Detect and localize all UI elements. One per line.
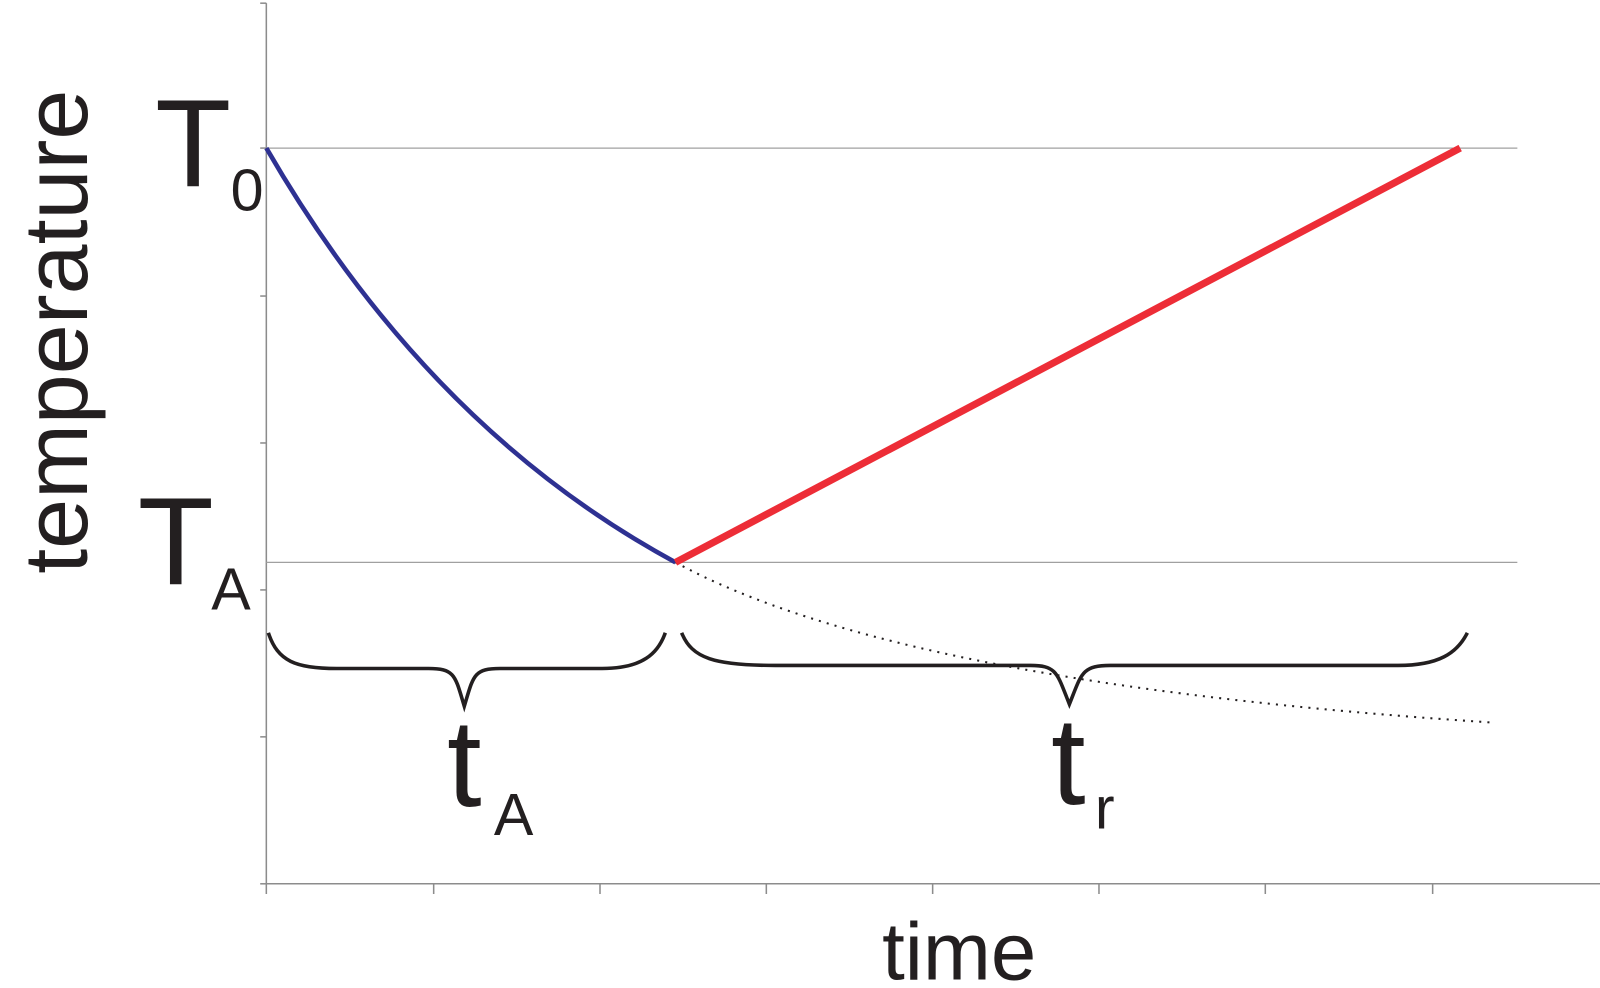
label-sub: A: [494, 781, 534, 848]
cooling-curve: [264, 146, 677, 565]
label-main: t: [1051, 692, 1086, 831]
label-sub: r: [1095, 775, 1115, 842]
x-axis-label: time: [882, 907, 1036, 988]
label-main: T: [138, 472, 214, 611]
label-sub: 0: [231, 156, 264, 223]
brace: [266, 632, 667, 713]
heating-line: [673, 144, 1462, 566]
brace: [679, 631, 1469, 710]
label-main: t: [447, 694, 482, 833]
label-main: T: [155, 74, 231, 213]
label-sub: A: [211, 555, 251, 622]
reference-lines: [266, 147, 1518, 563]
y-axis-label: temperature: [7, 90, 107, 574]
